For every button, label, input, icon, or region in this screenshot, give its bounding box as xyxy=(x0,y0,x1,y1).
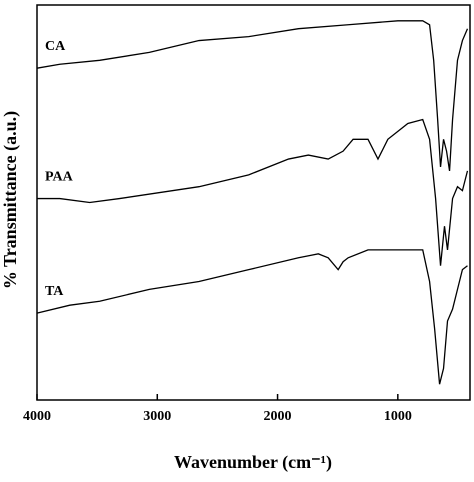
plot-frame xyxy=(36,4,471,401)
x-tick-label: 2000 xyxy=(264,409,292,424)
series-line xyxy=(37,118,469,266)
series-label: CA xyxy=(45,39,66,54)
x-tick-label: 3000 xyxy=(143,409,171,424)
y-axis-label: % Transmittance (a.u.) xyxy=(0,111,21,289)
x-tick-label: 4000 xyxy=(23,409,51,424)
x-axis-label: Wavenumber (cm⁻¹) xyxy=(174,452,332,473)
series-label: PAA xyxy=(45,170,74,185)
x-tick-label: 1000 xyxy=(384,409,412,424)
series-line xyxy=(36,249,468,385)
series-line xyxy=(36,20,469,171)
series-label: TA xyxy=(45,284,64,299)
